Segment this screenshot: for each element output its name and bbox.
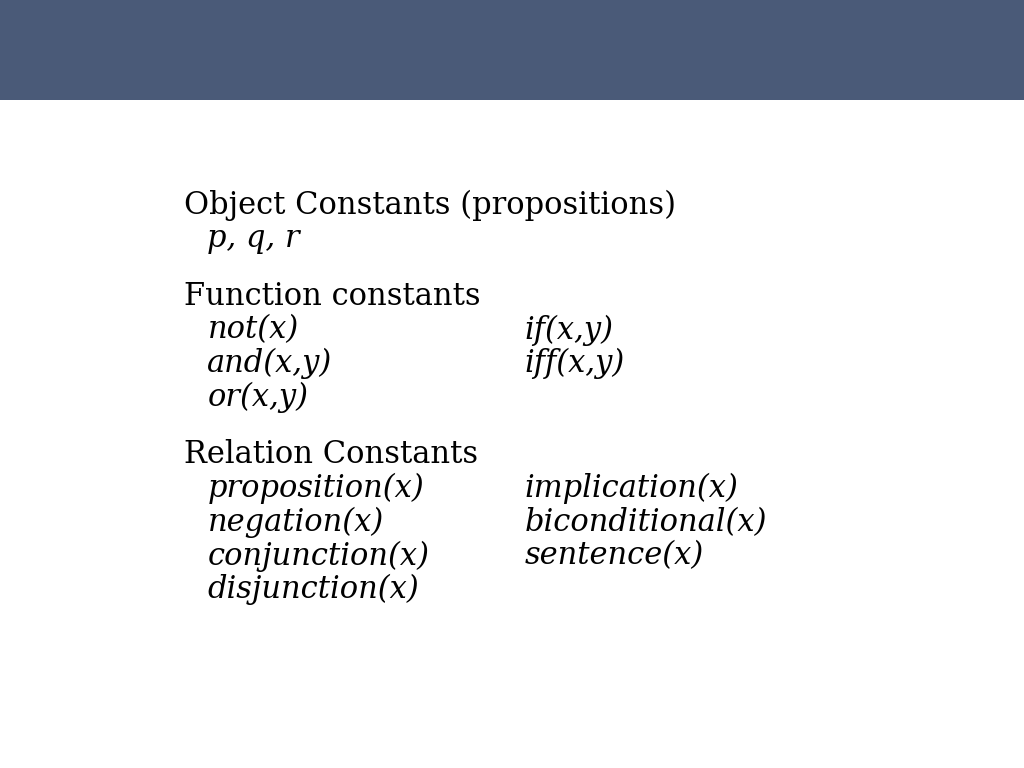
Text: if(x,y): if(x,y) <box>524 315 613 346</box>
Text: p, q, r: p, q, r <box>207 223 300 254</box>
Text: sentence(x): sentence(x) <box>524 541 705 571</box>
Text: and(x,y): and(x,y) <box>207 348 333 379</box>
Text: or(x,y): or(x,y) <box>207 382 308 413</box>
Text: not(x): not(x) <box>207 315 299 346</box>
Text: biconditional(x): biconditional(x) <box>524 507 767 538</box>
Text: Function constants: Function constants <box>183 281 480 312</box>
Text: Object Constants (propositions): Object Constants (propositions) <box>183 190 676 221</box>
Text: conjunction(x): conjunction(x) <box>207 541 429 571</box>
Text: negation(x): negation(x) <box>207 507 384 538</box>
Text: proposition(x): proposition(x) <box>207 473 424 505</box>
Text: implication(x): implication(x) <box>524 473 738 505</box>
Text: Relation Constants: Relation Constants <box>183 439 477 470</box>
Text: disjunction(x): disjunction(x) <box>207 574 419 605</box>
Text: Syntactic Metavocabulary: Syntactic Metavocabulary <box>218 108 831 153</box>
Text: iff(x,y): iff(x,y) <box>524 348 625 379</box>
